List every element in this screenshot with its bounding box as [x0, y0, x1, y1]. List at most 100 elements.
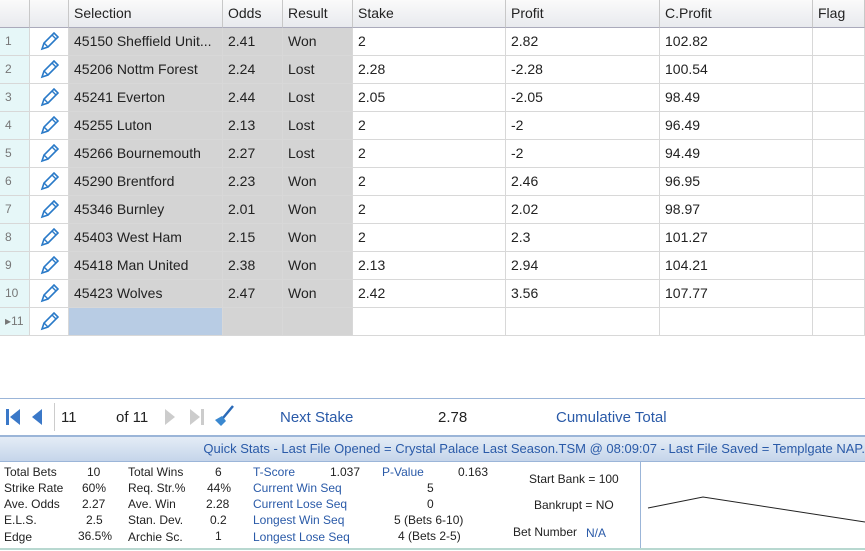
flag-cell[interactable] — [813, 28, 865, 56]
result-cell[interactable]: Won — [283, 196, 353, 224]
stake-cell[interactable]: 2 — [353, 28, 506, 56]
edit-cell[interactable] — [30, 196, 69, 224]
stake-cell[interactable] — [353, 308, 506, 336]
odds-cell[interactable]: 2.24 — [223, 56, 283, 84]
selection-cell[interactable]: 45150 Sheffield Unit... — [69, 28, 223, 56]
edit-cell[interactable] — [30, 56, 69, 84]
cprofit-cell[interactable]: 96.95 — [660, 168, 813, 196]
table-row[interactable]: 1 45150 Sheffield Unit... 2.41 Won 2 2.8… — [0, 28, 865, 56]
selection-cell[interactable]: 45206 Nottm Forest — [69, 56, 223, 84]
edit-pencil-icon[interactable] — [39, 60, 59, 80]
result-cell[interactable]: Lost — [283, 56, 353, 84]
cprofit-cell[interactable]: 100.54 — [660, 56, 813, 84]
header-profit[interactable]: Profit — [506, 0, 660, 28]
edit-pencil-icon[interactable] — [39, 32, 59, 52]
odds-cell[interactable]: 2.44 — [223, 84, 283, 112]
result-cell[interactable]: Won — [283, 168, 353, 196]
table-row[interactable]: 9 45418 Man United 2.38 Won 2.13 2.94 10… — [0, 252, 865, 280]
edit-pencil-icon[interactable] — [39, 228, 59, 248]
cprofit-cell[interactable] — [660, 308, 813, 336]
edit-cell[interactable] — [30, 280, 69, 308]
profit-cell[interactable]: 3.56 — [506, 280, 660, 308]
odds-cell[interactable]: 2.27 — [223, 140, 283, 168]
edit-pencil-icon[interactable] — [39, 172, 59, 192]
stake-cell[interactable]: 2.05 — [353, 84, 506, 112]
edit-pencil-icon[interactable] — [39, 200, 59, 220]
selection-cell[interactable]: 45241 Everton — [69, 84, 223, 112]
cprofit-cell[interactable]: 102.82 — [660, 28, 813, 56]
selection-cell[interactable]: 45290 Brentford — [69, 168, 223, 196]
table-row[interactable]: 7 45346 Burnley 2.01 Won 2 2.02 98.97 — [0, 196, 865, 224]
stake-cell[interactable]: 2 — [353, 112, 506, 140]
odds-cell[interactable]: 2.23 — [223, 168, 283, 196]
edit-cell[interactable] — [30, 28, 69, 56]
result-cell[interactable]: Won — [283, 252, 353, 280]
table-row[interactable]: 4 45255 Luton 2.13 Lost 2 -2 96.49 — [0, 112, 865, 140]
selection-cell[interactable]: 45403 West Ham — [69, 224, 223, 252]
cprofit-cell[interactable]: 98.97 — [660, 196, 813, 224]
result-cell[interactable] — [283, 308, 353, 336]
header-selection[interactable]: Selection — [69, 0, 223, 28]
edit-cell[interactable] — [30, 308, 69, 336]
profit-cell[interactable]: 2.46 — [506, 168, 660, 196]
cprofit-cell[interactable]: 98.49 — [660, 84, 813, 112]
flag-cell[interactable] — [813, 56, 865, 84]
result-cell[interactable]: Lost — [283, 112, 353, 140]
edit-pencil-icon[interactable] — [39, 144, 59, 164]
flag-cell[interactable] — [813, 280, 865, 308]
flag-cell[interactable] — [813, 196, 865, 224]
odds-cell[interactable]: 2.15 — [223, 224, 283, 252]
flag-cell[interactable] — [813, 252, 865, 280]
flag-cell[interactable] — [813, 168, 865, 196]
flag-cell[interactable] — [813, 140, 865, 168]
table-row[interactable]: 5 45266 Bournemouth 2.27 Lost 2 -2 94.49 — [0, 140, 865, 168]
header-stake[interactable]: Stake — [353, 0, 506, 28]
edit-pencil-icon[interactable] — [39, 116, 59, 136]
selection-cell[interactable]: 45346 Burnley — [69, 196, 223, 224]
current-record[interactable]: 11 — [61, 409, 77, 426]
edit-cell[interactable] — [30, 252, 69, 280]
profit-cell[interactable]: 2.82 — [506, 28, 660, 56]
stake-cell[interactable]: 2.28 — [353, 56, 506, 84]
profit-cell[interactable]: -2.28 — [506, 56, 660, 84]
table-row[interactable]: 3 45241 Everton 2.44 Lost 2.05 -2.05 98.… — [0, 84, 865, 112]
cprofit-cell[interactable]: 104.21 — [660, 252, 813, 280]
result-cell[interactable]: Won — [283, 224, 353, 252]
edit-cell[interactable] — [30, 84, 69, 112]
flag-cell[interactable] — [813, 224, 865, 252]
edit-pencil-icon[interactable] — [39, 284, 59, 304]
stake-cell[interactable]: 2 — [353, 196, 506, 224]
cprofit-cell[interactable]: 101.27 — [660, 224, 813, 252]
header-result[interactable]: Result — [283, 0, 353, 28]
odds-cell[interactable] — [223, 308, 283, 336]
stake-cell[interactable]: 2 — [353, 140, 506, 168]
edit-cell[interactable] — [30, 112, 69, 140]
odds-cell[interactable]: 2.47 — [223, 280, 283, 308]
next-record-icon[interactable] — [165, 409, 175, 425]
selection-cell[interactable]: 45423 Wolves — [69, 280, 223, 308]
result-cell[interactable]: Won — [283, 280, 353, 308]
edit-pencil-icon[interactable] — [39, 256, 59, 276]
selection-cell[interactable] — [69, 308, 223, 336]
header-odds[interactable]: Odds — [223, 0, 283, 28]
cprofit-cell[interactable]: 107.77 — [660, 280, 813, 308]
stake-cell[interactable]: 2.42 — [353, 280, 506, 308]
profit-cell[interactable]: -2.05 — [506, 84, 660, 112]
profit-cell[interactable] — [506, 308, 660, 336]
odds-cell[interactable]: 2.01 — [223, 196, 283, 224]
edit-cell[interactable] — [30, 140, 69, 168]
header-cprofit[interactable]: C.Profit — [660, 0, 813, 28]
odds-cell[interactable]: 2.13 — [223, 112, 283, 140]
edit-pencil-icon[interactable] — [39, 312, 59, 332]
profit-cell[interactable]: 2.02 — [506, 196, 660, 224]
flag-cell[interactable] — [813, 308, 865, 336]
clear-brush-icon[interactable] — [213, 404, 235, 428]
odds-cell[interactable]: 2.41 — [223, 28, 283, 56]
previous-record-icon[interactable] — [32, 409, 42, 425]
selection-cell[interactable]: 45255 Luton — [69, 112, 223, 140]
flag-cell[interactable] — [813, 112, 865, 140]
selection-cell[interactable]: 45418 Man United — [69, 252, 223, 280]
edit-pencil-icon[interactable] — [39, 88, 59, 108]
table-row[interactable]: 6 45290 Brentford 2.23 Won 2 2.46 96.95 — [0, 168, 865, 196]
flag-cell[interactable] — [813, 84, 865, 112]
